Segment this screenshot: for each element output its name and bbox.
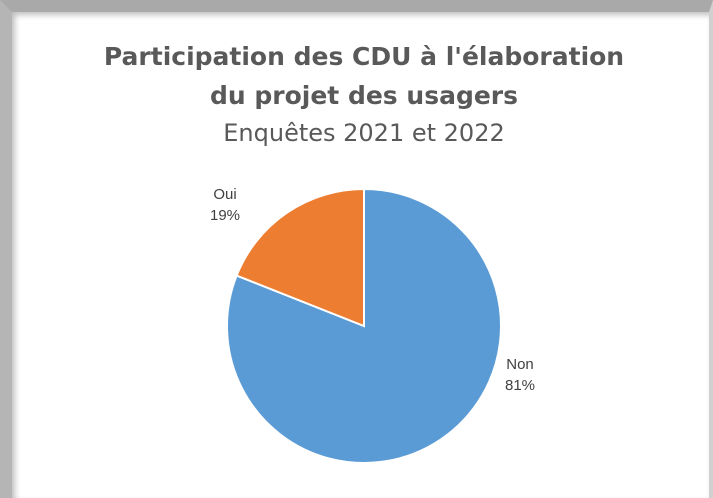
category-label: Oui	[213, 186, 236, 203]
category-label: Non	[506, 356, 534, 373]
chart-title: Participation des CDU à l'élaboration	[104, 42, 624, 71]
chart-subtitle: Enquêtes 2021 et 2022	[223, 119, 504, 147]
chart-title: du projet des usagers	[210, 81, 518, 110]
pie-slice	[235, 187, 365, 328]
value-label: 81%	[505, 377, 535, 394]
value-label: 19%	[210, 207, 240, 224]
